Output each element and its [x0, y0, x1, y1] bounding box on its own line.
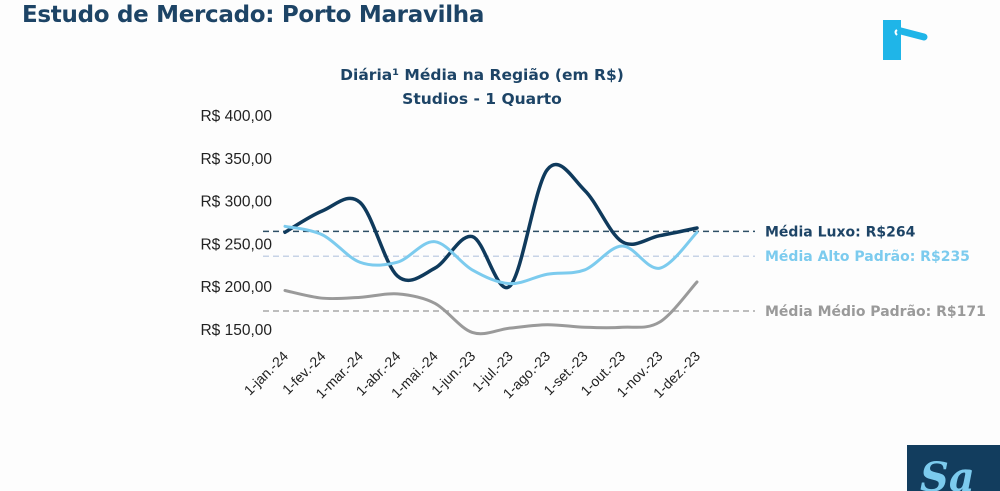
chart-subtitle: Studios - 1 Quarto [402, 90, 562, 108]
y-tick-label: R$ 250,00 [200, 236, 272, 253]
y-tick-label: R$ 400,00 [200, 108, 272, 125]
average-label: Média Alto Padrão: R$235 [765, 249, 970, 265]
y-tick-label: R$ 200,00 [200, 279, 272, 296]
series-line-2 [283, 280, 699, 336]
chart-title: Diária¹ Média na Região (em R$) [340, 66, 624, 84]
y-tick-label: R$ 150,00 [200, 322, 272, 339]
series-line-0 [283, 162, 699, 290]
slide-title: Estudo de Mercado: Porto Maravilha [22, 2, 485, 28]
door-handle-logo [883, 20, 928, 60]
y-tick-label: R$ 300,00 [200, 194, 272, 211]
series-line-1 [283, 224, 699, 286]
average-label: Média Médio Padrão: R$171 [765, 304, 986, 320]
average-label: Média Luxo: R$264 [765, 224, 916, 240]
svg-text:Sa: Sa [920, 454, 975, 491]
y-tick-label: R$ 350,00 [200, 151, 272, 168]
sa-logo: Sa [907, 445, 1000, 491]
